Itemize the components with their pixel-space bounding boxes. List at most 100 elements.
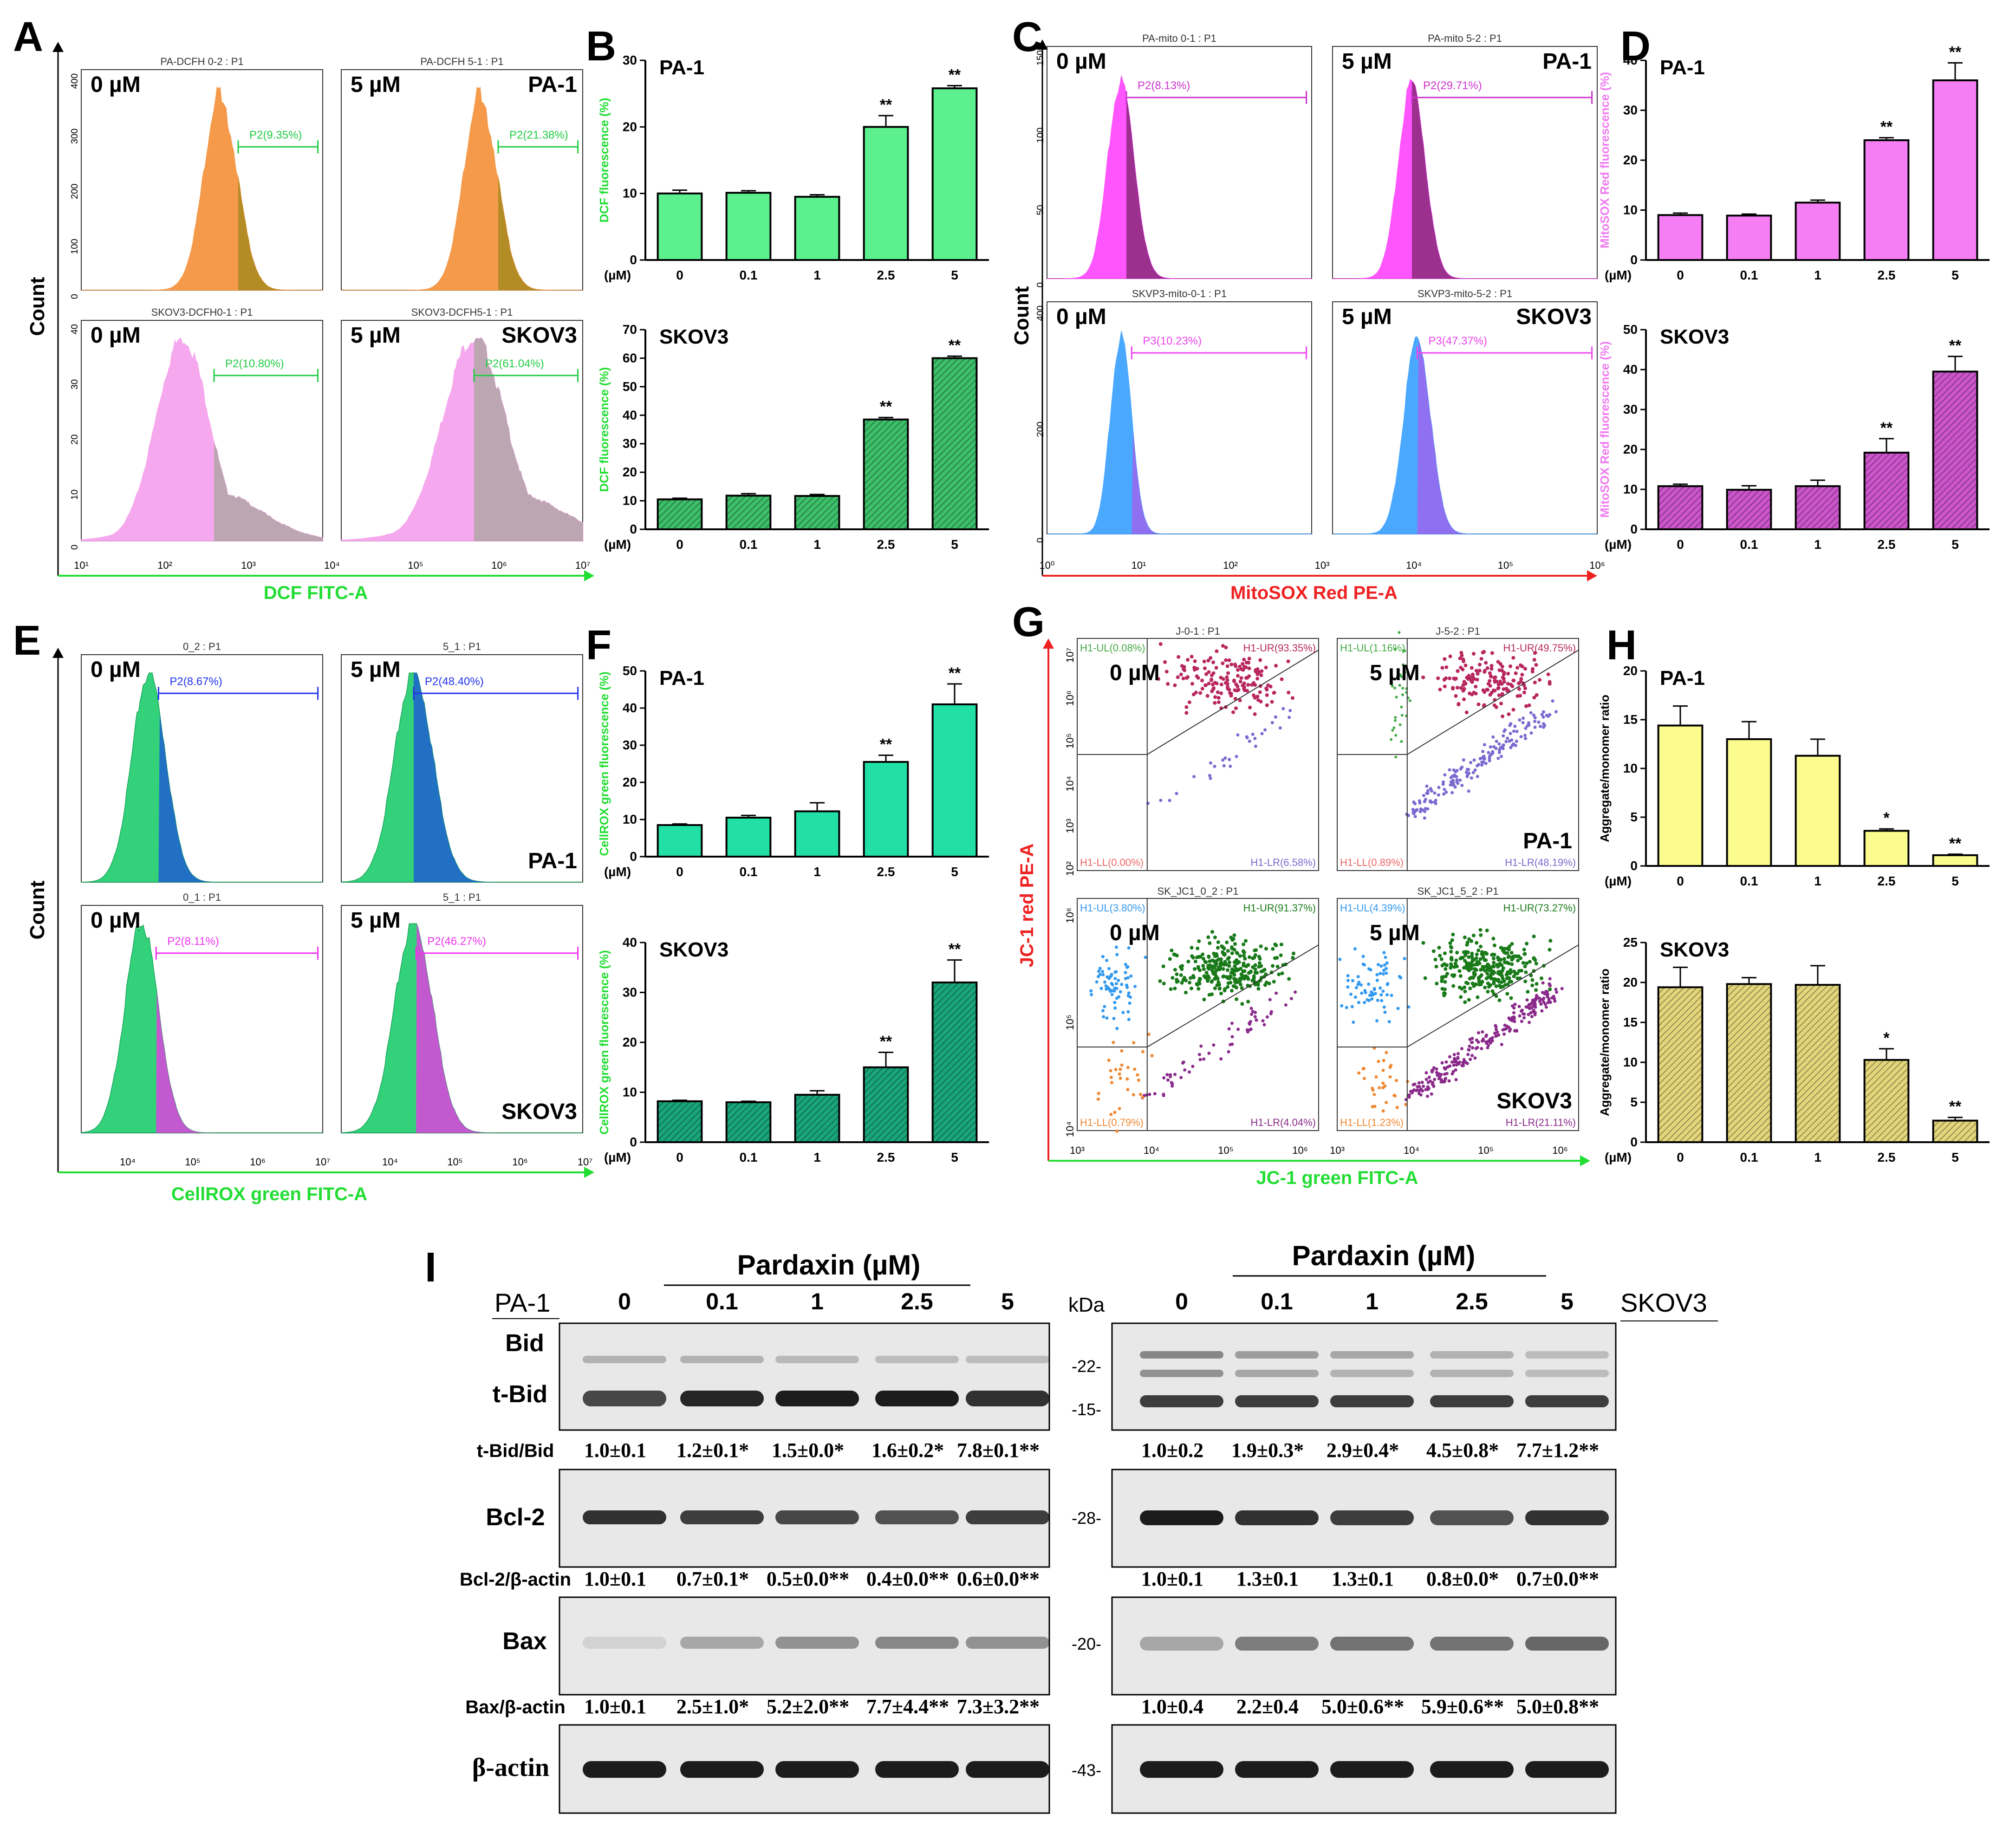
x-tick-label: 0	[1677, 1150, 1684, 1164]
event-dot	[1508, 980, 1512, 984]
hatch-line	[738, 497, 771, 530]
event-dot	[1246, 683, 1250, 687]
event-dot	[1233, 979, 1237, 983]
event-dot	[1210, 979, 1214, 983]
hatch-line	[744, 503, 771, 530]
hatch-line	[1811, 500, 1840, 530]
histogram-fill	[1047, 331, 1312, 534]
event-dot	[1485, 929, 1489, 933]
event-dot	[1448, 1055, 1451, 1059]
event-dot	[1206, 658, 1210, 663]
event-dot	[1393, 686, 1397, 689]
event-dot	[1274, 943, 1278, 948]
event-dot	[1502, 670, 1506, 675]
event-dot	[1391, 684, 1394, 688]
hatch-line	[679, 507, 702, 530]
hatch-line	[757, 1129, 771, 1143]
event-dot	[1525, 961, 1529, 965]
x-tick-label: 10⁵	[447, 1156, 463, 1168]
x-tick-label: 2.5	[1878, 537, 1896, 552]
event-dot	[1547, 997, 1551, 1001]
hatch-line	[890, 512, 909, 530]
cell-line-label: PA-1	[494, 1288, 550, 1317]
y-tick-label: 150	[1035, 50, 1046, 65]
protein-band	[1430, 1761, 1514, 1778]
hatch-line	[932, 1061, 977, 1106]
protein-band	[680, 1761, 764, 1778]
y-tick-label: 10	[1623, 203, 1638, 217]
x-tick-label: 10⁰	[1039, 559, 1054, 571]
x-tick-label: 10³	[1315, 559, 1330, 571]
event-dot	[1469, 761, 1473, 764]
hatch-line	[1795, 984, 1829, 1018]
hatch-line	[1970, 522, 1978, 530]
event-dot	[1524, 727, 1528, 730]
event-dot	[1197, 1053, 1201, 1056]
event-dot	[1499, 754, 1503, 758]
hatch-line	[1726, 1011, 1772, 1056]
event-dot	[1224, 963, 1229, 967]
event-dot	[1498, 970, 1502, 974]
hatch-line	[932, 450, 977, 495]
event-dot	[1486, 963, 1490, 967]
event-dot	[1258, 690, 1262, 694]
event-dot	[1400, 714, 1404, 717]
event-dot	[1215, 682, 1219, 686]
event-dot	[1119, 1076, 1122, 1080]
hatch-line	[1658, 1079, 1703, 1125]
event-dot	[1454, 1078, 1458, 1081]
event-dot	[1528, 1007, 1531, 1010]
blot-bid-right	[1111, 1322, 1617, 1431]
event-dot	[1526, 1005, 1529, 1008]
event-dot	[1514, 972, 1518, 976]
hatch-line	[806, 1109, 840, 1143]
event-dot	[1395, 1079, 1398, 1082]
hatch-line	[1957, 1122, 1978, 1143]
chart-title: SKOV3	[1660, 325, 1729, 348]
x-tick-label: 5	[951, 865, 958, 879]
quant-value: 0.6±0.0**	[957, 1567, 1040, 1590]
plot-header: SKOV3-DCFH0-1 : P1	[151, 306, 253, 318]
hatch-line	[1970, 1135, 1978, 1143]
hatch-line	[660, 499, 691, 530]
lane-dose: 2.5	[901, 1288, 933, 1314]
quadrant-ll: H1-LL(0.89%)	[1340, 857, 1404, 868]
event-dot	[1487, 751, 1490, 754]
hatch-line	[932, 1042, 977, 1087]
event-dot	[1390, 994, 1393, 997]
event-dot	[1162, 1094, 1165, 1098]
event-dot	[1223, 987, 1227, 991]
event-dot	[1497, 980, 1501, 984]
event-dot	[1226, 949, 1230, 953]
event-dot	[1554, 988, 1558, 991]
event-dot	[1166, 1078, 1170, 1082]
hatch-line	[932, 470, 977, 515]
hatch-line	[1932, 371, 1953, 392]
hatch-line	[932, 424, 977, 469]
gate-label: P2(8.13%)	[1138, 79, 1190, 92]
x-tick-label: 10⁴	[1404, 1145, 1419, 1156]
event-dot	[1381, 989, 1385, 993]
arrow-head	[1580, 1155, 1590, 1166]
event-dot	[1508, 970, 1512, 975]
event-dot	[1232, 933, 1236, 937]
hatch-line	[726, 1102, 760, 1135]
event-dot	[1513, 1029, 1516, 1033]
event-dot	[1478, 928, 1483, 932]
event-dot	[1114, 970, 1118, 974]
event-dot	[1523, 979, 1528, 983]
hatch-line	[657, 499, 665, 507]
event-dot	[1246, 963, 1250, 967]
event-dot	[1483, 690, 1487, 694]
event-dot	[1196, 946, 1200, 950]
protein-band	[583, 1391, 666, 1406]
event-dot	[1530, 1015, 1534, 1018]
x-tick-label: 5	[1951, 1150, 1959, 1164]
protein-band	[1330, 1351, 1414, 1359]
hatch-line	[932, 385, 977, 430]
event-dot	[1537, 720, 1541, 724]
event-dot	[1527, 703, 1531, 708]
event-dot	[1448, 654, 1452, 658]
hatch-line	[1795, 1096, 1840, 1141]
event-dot	[1117, 995, 1121, 999]
